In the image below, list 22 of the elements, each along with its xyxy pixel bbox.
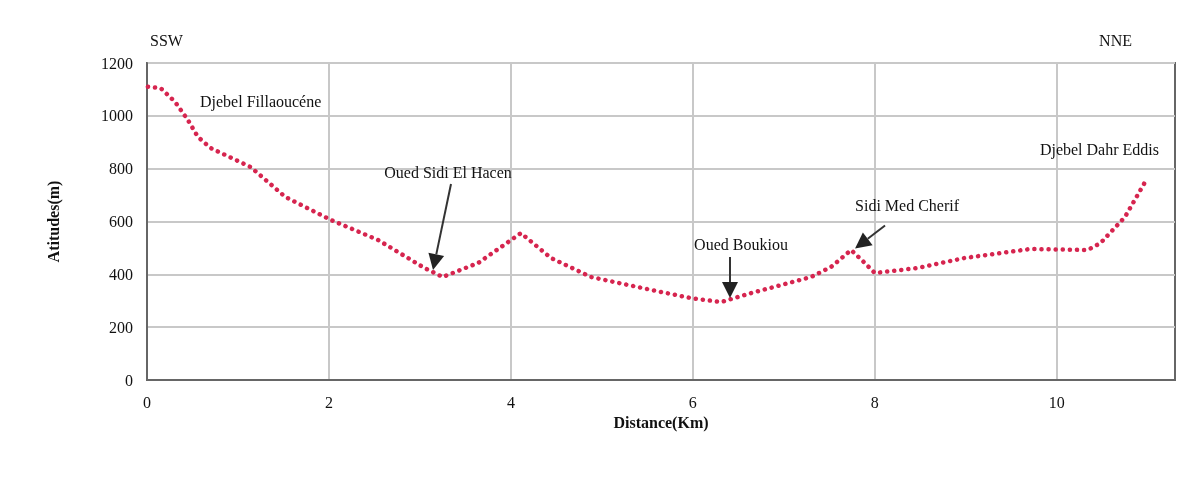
annotation: Djebel Dahr Eddis [1039,141,1159,160]
y-tick-label: 1200 [101,54,133,72]
annotation: Djebel Fillaoucéne [200,93,322,111]
y-tick-label: 400 [109,265,133,283]
y-tick-label: 600 [109,213,133,230]
y-axis-title: Atitudes(m) [44,180,63,263]
x-tick-label: 8 [870,393,879,411]
y-tick-label: 0 [125,371,133,389]
x-axis-title: Distance(Km) [613,414,709,433]
y-tick-label: 800 [109,160,133,178]
y-tick-label: 1000 [101,107,133,125]
annotation: Sidi Med Cherif [855,196,960,214]
x-tick-label: 4 [506,393,515,411]
x-tick-label: 6 [688,393,697,411]
annotation: Oued Sidi El Hacen [384,164,512,181]
text: SSW [150,32,184,49]
text: NNE [1099,32,1132,49]
y-tick-label: 200 [109,318,133,336]
x-tick-label: 10 [1048,393,1065,411]
x-tick-label: 0 [143,393,151,411]
x-tick-label: 2 [324,393,333,411]
annotation: Oued Boukiou [694,236,788,253]
